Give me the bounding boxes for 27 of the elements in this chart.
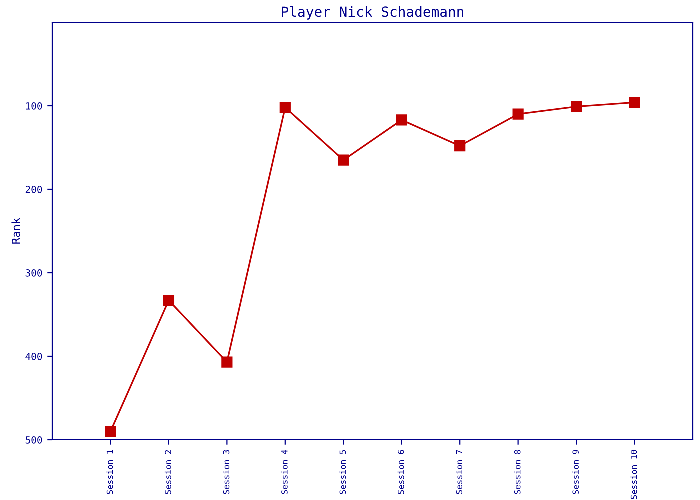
point <box>396 114 408 126</box>
point <box>222 356 233 368</box>
x-tick-label: Session 9 <box>572 450 579 494</box>
y-tick-label: 200 <box>26 186 42 194</box>
x-tick-label: Session 4 <box>281 450 288 494</box>
point <box>105 426 116 438</box>
y-axis-title: Rank <box>12 218 20 244</box>
x-tick-label: Session 5 <box>340 450 346 494</box>
point <box>454 140 466 152</box>
point <box>570 101 582 112</box>
y-tick-label: 400 <box>26 353 42 360</box>
y-tick-label: 300 <box>26 270 42 277</box>
x-tick-label: Session 10 <box>630 450 638 500</box>
point <box>338 154 350 166</box>
x-tick-label: Session 7 <box>456 450 463 494</box>
point <box>629 97 640 108</box>
x-tick-label: Session 3 <box>223 450 230 494</box>
point <box>280 102 291 114</box>
y-tick-label: 100 <box>26 102 42 110</box>
x-tick-label: Session 8 <box>514 450 521 494</box>
point <box>163 295 175 306</box>
x-tick-label: Session 6 <box>398 450 404 494</box>
y-tick-label: 500 <box>26 436 42 444</box>
point <box>512 108 524 120</box>
x-tick-label: Session 2 <box>164 450 172 494</box>
chart-title: Player Nick Schademann <box>282 6 464 20</box>
x-tick-label: Session 1 <box>106 450 114 494</box>
